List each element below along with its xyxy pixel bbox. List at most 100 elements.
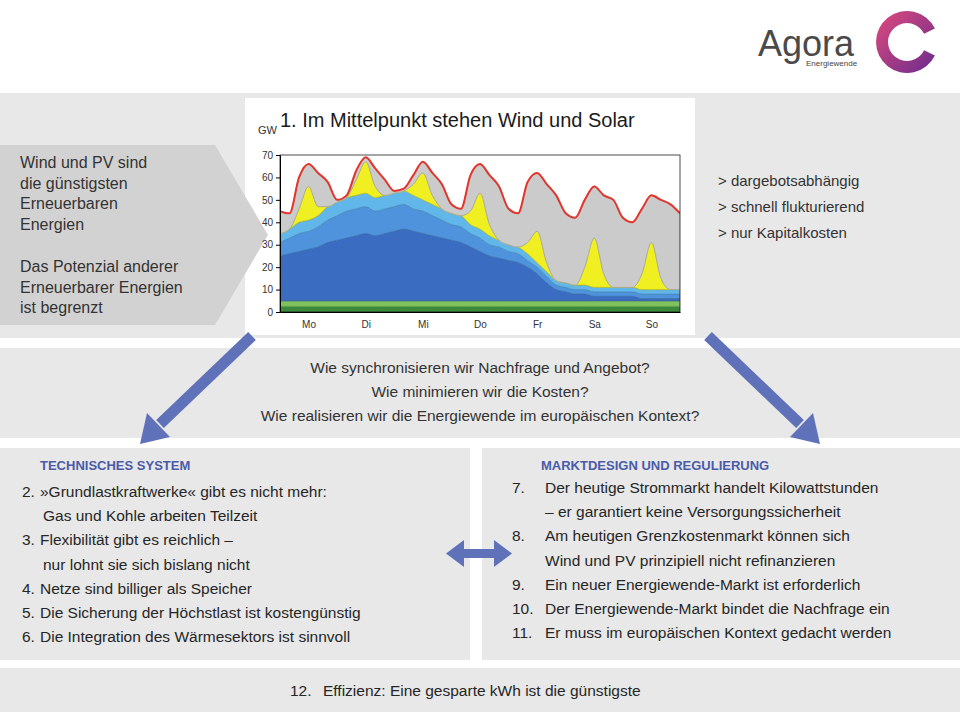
- logo: AgoraEnergiewende: [758, 11, 935, 73]
- tick-mark: [276, 155, 280, 156]
- tick: 20: [262, 262, 280, 273]
- item-line: Netze sind billiger als Speicher: [40, 580, 252, 597]
- plot-frame: [280, 155, 680, 312]
- double-arrow: [446, 540, 512, 567]
- area-series: [280, 301, 680, 307]
- item-line: Die Integration des Wärmesektors ist sin…: [40, 628, 350, 645]
- item-number: 7.: [512, 479, 525, 496]
- intro-line: Erneuerbarer Energien: [20, 279, 183, 296]
- arrow-head: [790, 413, 820, 444]
- arrow-shaft: [708, 336, 800, 424]
- tick-mark: [276, 222, 280, 223]
- section: MARKTDESIGN UND REGULIERUNG 7. Der heutige…: [512, 458, 891, 641]
- arrow-shaft: [160, 336, 252, 424]
- tick-label: 0: [267, 307, 273, 318]
- question: Wie synchronisieren wir Nachfrage und An…: [310, 359, 650, 376]
- item-number: 3.: [22, 531, 35, 548]
- plot-marks: [280, 157, 680, 312]
- tick-mark: [276, 245, 280, 246]
- right-panel: [482, 448, 960, 660]
- logo-ring: [876, 11, 935, 73]
- tick: 10: [262, 284, 280, 295]
- flow-arrow: [708, 336, 820, 444]
- arrow-head: [446, 540, 464, 567]
- tick-mark: [276, 200, 280, 201]
- item-line: »Grundlastkraftwerke« gibt es nicht mehr…: [40, 483, 327, 500]
- footer-number: 12.: [290, 682, 312, 699]
- tick-label: 20: [262, 262, 274, 273]
- intro-line: Wind und PV sind: [20, 154, 147, 171]
- area-series: [280, 157, 680, 289]
- item-number: 4.: [22, 580, 35, 597]
- logo-subtitle: Energiewende: [806, 59, 858, 68]
- item-line: Gas und Kohle arbeiten Teilzeit: [43, 507, 258, 524]
- line-series: [280, 157, 680, 222]
- intro-arrow: [0, 145, 268, 325]
- axis-line: [276, 156, 281, 313]
- item-line: Er muss im europäischen Kontext gedacht …: [545, 624, 891, 641]
- tick: 50: [262, 195, 280, 206]
- tick: 30: [262, 239, 280, 250]
- tick: So: [646, 312, 659, 330]
- section: TECHNISCHES SYSTEM2.»Grundlastkraftwerke…: [22, 458, 361, 645]
- item-line: Die Sicherung der Höchstlast ist kosteng…: [40, 604, 361, 621]
- axis-title: GW: [258, 124, 278, 136]
- arrow-shaft: [460, 549, 498, 558]
- tick-label: 50: [262, 195, 274, 206]
- tick-mark: [276, 312, 280, 313]
- tick-label: Fr: [533, 319, 543, 330]
- item-number: 11.: [512, 624, 532, 641]
- item-number: 2.: [22, 483, 35, 500]
- intro-line: ist begrenzt: [20, 299, 103, 316]
- properties: > dargebotsabhängig > schnell flukturiere…: [718, 172, 864, 241]
- tick-label: 30: [262, 239, 274, 250]
- tick: 0: [267, 307, 280, 318]
- intro-line: Erneuerbaren: [20, 195, 118, 212]
- tick: 70: [262, 150, 280, 161]
- question-band: [0, 348, 960, 438]
- item-line: Ein neuer Energiewende-Markt ist erforde…: [545, 576, 860, 593]
- tick-label: Mo: [302, 319, 316, 330]
- x-axis: MoDiMiDoFrSaSo: [281, 312, 681, 330]
- tick: Do: [474, 312, 487, 330]
- tick-label: 10: [262, 284, 274, 295]
- intro: Wind und PV sind die günstigsten Erneuerba…: [20, 154, 183, 316]
- property: > nur Kapitalkosten: [718, 224, 847, 241]
- intro-line: Das Potenzial anderer: [20, 258, 179, 275]
- left-panel: [0, 448, 470, 660]
- tick-label: 60: [262, 172, 274, 183]
- item-line: nur lohnt sie sich bislang nicht: [43, 556, 250, 573]
- chart-box: [245, 98, 695, 335]
- intro-line: die günstigsten: [20, 175, 128, 192]
- tick-mark: [276, 290, 280, 291]
- property: > schnell flukturierend: [718, 198, 864, 215]
- tick-label: Di: [361, 319, 370, 330]
- item-line: Wind und PV prinzipiell nicht refinanzie…: [545, 552, 835, 569]
- axis-line: [281, 312, 681, 313]
- area-series: [280, 306, 680, 312]
- footer: 12. Effizienz: Eine gesparte kWh ist die …: [290, 682, 641, 699]
- item-number: 10.: [512, 600, 534, 617]
- tick-label: So: [646, 319, 659, 330]
- item-line: Der heutige Strommarkt handelt Kilowatts…: [545, 479, 878, 496]
- tick: 60: [262, 172, 280, 183]
- tick-label: 70: [262, 150, 274, 161]
- item-line: – er garantiert keine Versorgungssicherh…: [545, 503, 841, 520]
- logo-text: Agora: [758, 23, 855, 64]
- tick-label: 40: [262, 217, 274, 228]
- question: Wie realisieren wir die Energiewende im …: [261, 407, 700, 424]
- question: Wie minimieren wir die Kosten?: [371, 383, 588, 400]
- footer-band: [0, 668, 960, 712]
- tick: 40: [262, 217, 280, 228]
- item-number: 9.: [512, 576, 525, 593]
- tick-mark: [276, 267, 280, 268]
- tick: Sa: [589, 312, 602, 330]
- tick-label: Sa: [589, 319, 602, 330]
- y-axis: 0 10 20 30 40 50 60 70: [262, 150, 281, 318]
- property: > dargebotsabhängig: [718, 172, 859, 189]
- chart: 1. Im Mittelpunkt stehen Wind und SolarG…: [258, 109, 681, 330]
- footer-text: Effizienz: Eine gesparte kWh ist die gün…: [323, 682, 641, 699]
- slide-canvas: AgoraEnergiewende Wind und PV sind die gün…: [0, 0, 960, 717]
- section-heading: MARKTDESIGN UND REGULIERUNG: [541, 458, 769, 473]
- tick: Fr: [533, 312, 543, 330]
